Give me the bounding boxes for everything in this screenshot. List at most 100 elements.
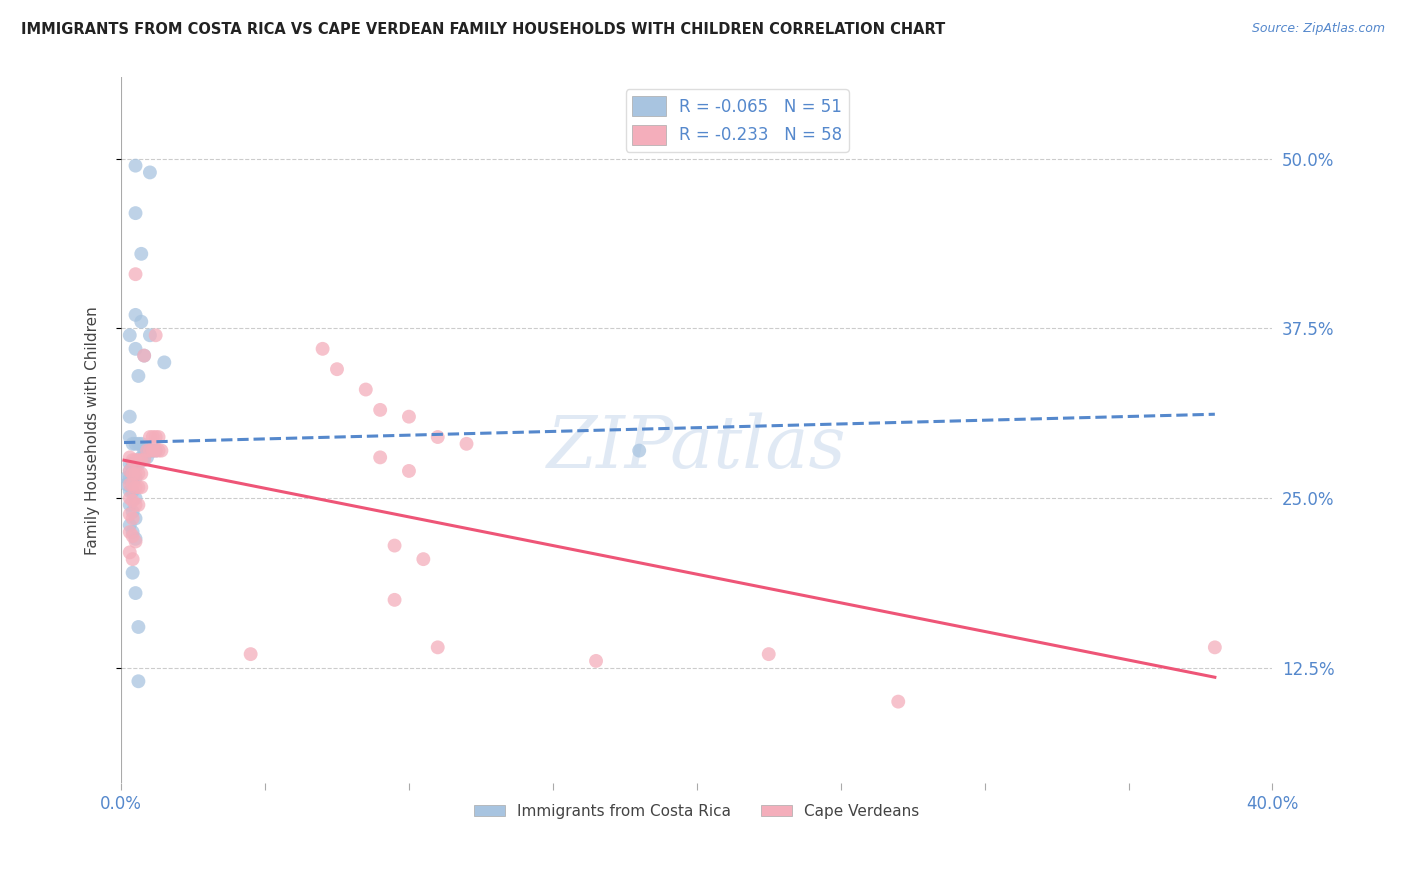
Point <box>121 511 143 525</box>
Point <box>124 491 146 505</box>
Point <box>118 328 141 343</box>
Point <box>124 586 146 600</box>
Point <box>134 453 156 467</box>
Point <box>124 532 146 546</box>
Point <box>136 443 159 458</box>
Point <box>118 430 141 444</box>
Point <box>142 443 165 458</box>
Point <box>136 450 159 465</box>
Point <box>124 498 146 512</box>
Point <box>148 430 170 444</box>
Point <box>118 498 141 512</box>
Point <box>124 453 146 467</box>
Point <box>127 467 149 481</box>
Point <box>121 471 143 485</box>
Point <box>118 524 141 539</box>
Point <box>121 437 143 451</box>
Point <box>115 477 138 491</box>
Point <box>426 640 449 655</box>
Legend: Immigrants from Costa Rica, Cape Verdeans: Immigrants from Costa Rica, Cape Verdean… <box>468 797 925 825</box>
Point <box>384 539 406 553</box>
Point <box>121 467 143 481</box>
Point <box>127 480 149 494</box>
Point <box>121 464 143 478</box>
Point <box>134 443 156 458</box>
Point <box>368 450 391 465</box>
Point <box>124 480 146 494</box>
Point <box>398 409 420 424</box>
Point <box>118 484 141 499</box>
Point <box>326 362 349 376</box>
Point <box>127 437 149 451</box>
Point <box>139 328 162 343</box>
Point <box>121 484 143 499</box>
Point <box>129 467 152 481</box>
Point <box>121 457 143 471</box>
Point <box>124 159 146 173</box>
Point <box>124 206 146 220</box>
Point <box>134 349 156 363</box>
Point <box>115 471 138 485</box>
Point <box>1204 640 1226 655</box>
Point <box>124 471 146 485</box>
Point <box>628 443 651 458</box>
Point <box>311 342 333 356</box>
Point <box>129 450 152 465</box>
Point <box>368 403 391 417</box>
Point <box>129 480 152 494</box>
Point <box>124 511 146 525</box>
Point <box>127 457 149 471</box>
Point <box>139 443 162 458</box>
Point <box>121 566 143 580</box>
Point <box>118 409 141 424</box>
Point <box>124 267 146 281</box>
Point <box>121 524 143 539</box>
Point <box>127 453 149 467</box>
Point <box>129 315 152 329</box>
Y-axis label: Family Households with Children: Family Households with Children <box>86 306 100 555</box>
Point <box>121 477 143 491</box>
Point <box>887 695 910 709</box>
Point <box>121 552 143 566</box>
Point <box>239 647 262 661</box>
Point <box>127 498 149 512</box>
Point <box>398 464 420 478</box>
Point <box>124 467 146 481</box>
Point <box>118 471 141 485</box>
Point <box>148 443 170 458</box>
Point <box>129 453 152 467</box>
Point <box>118 457 141 471</box>
Point <box>124 308 146 322</box>
Point <box>134 349 156 363</box>
Point <box>127 620 149 634</box>
Point <box>127 674 149 689</box>
Point <box>118 477 141 491</box>
Point <box>354 383 377 397</box>
Point <box>150 443 173 458</box>
Point <box>142 443 165 458</box>
Text: IMMIGRANTS FROM COSTA RICA VS CAPE VERDEAN FAMILY HOUSEHOLDS WITH CHILDREN CORRE: IMMIGRANTS FROM COSTA RICA VS CAPE VERDE… <box>21 22 945 37</box>
Point <box>456 437 478 451</box>
Point <box>426 430 449 444</box>
Point <box>127 368 149 383</box>
Point <box>145 430 167 444</box>
Point <box>145 443 167 458</box>
Point <box>139 430 162 444</box>
Point <box>118 491 141 505</box>
Point <box>129 437 152 451</box>
Point <box>129 247 152 261</box>
Point <box>121 505 143 519</box>
Point <box>124 457 146 471</box>
Text: Source: ZipAtlas.com: Source: ZipAtlas.com <box>1251 22 1385 36</box>
Point <box>121 529 143 543</box>
Point <box>134 450 156 465</box>
Point <box>384 592 406 607</box>
Point <box>412 552 434 566</box>
Point <box>124 534 146 549</box>
Point <box>139 443 162 458</box>
Point <box>136 443 159 458</box>
Point <box>118 518 141 533</box>
Point <box>124 437 146 451</box>
Point <box>118 508 141 522</box>
Point <box>121 493 143 508</box>
